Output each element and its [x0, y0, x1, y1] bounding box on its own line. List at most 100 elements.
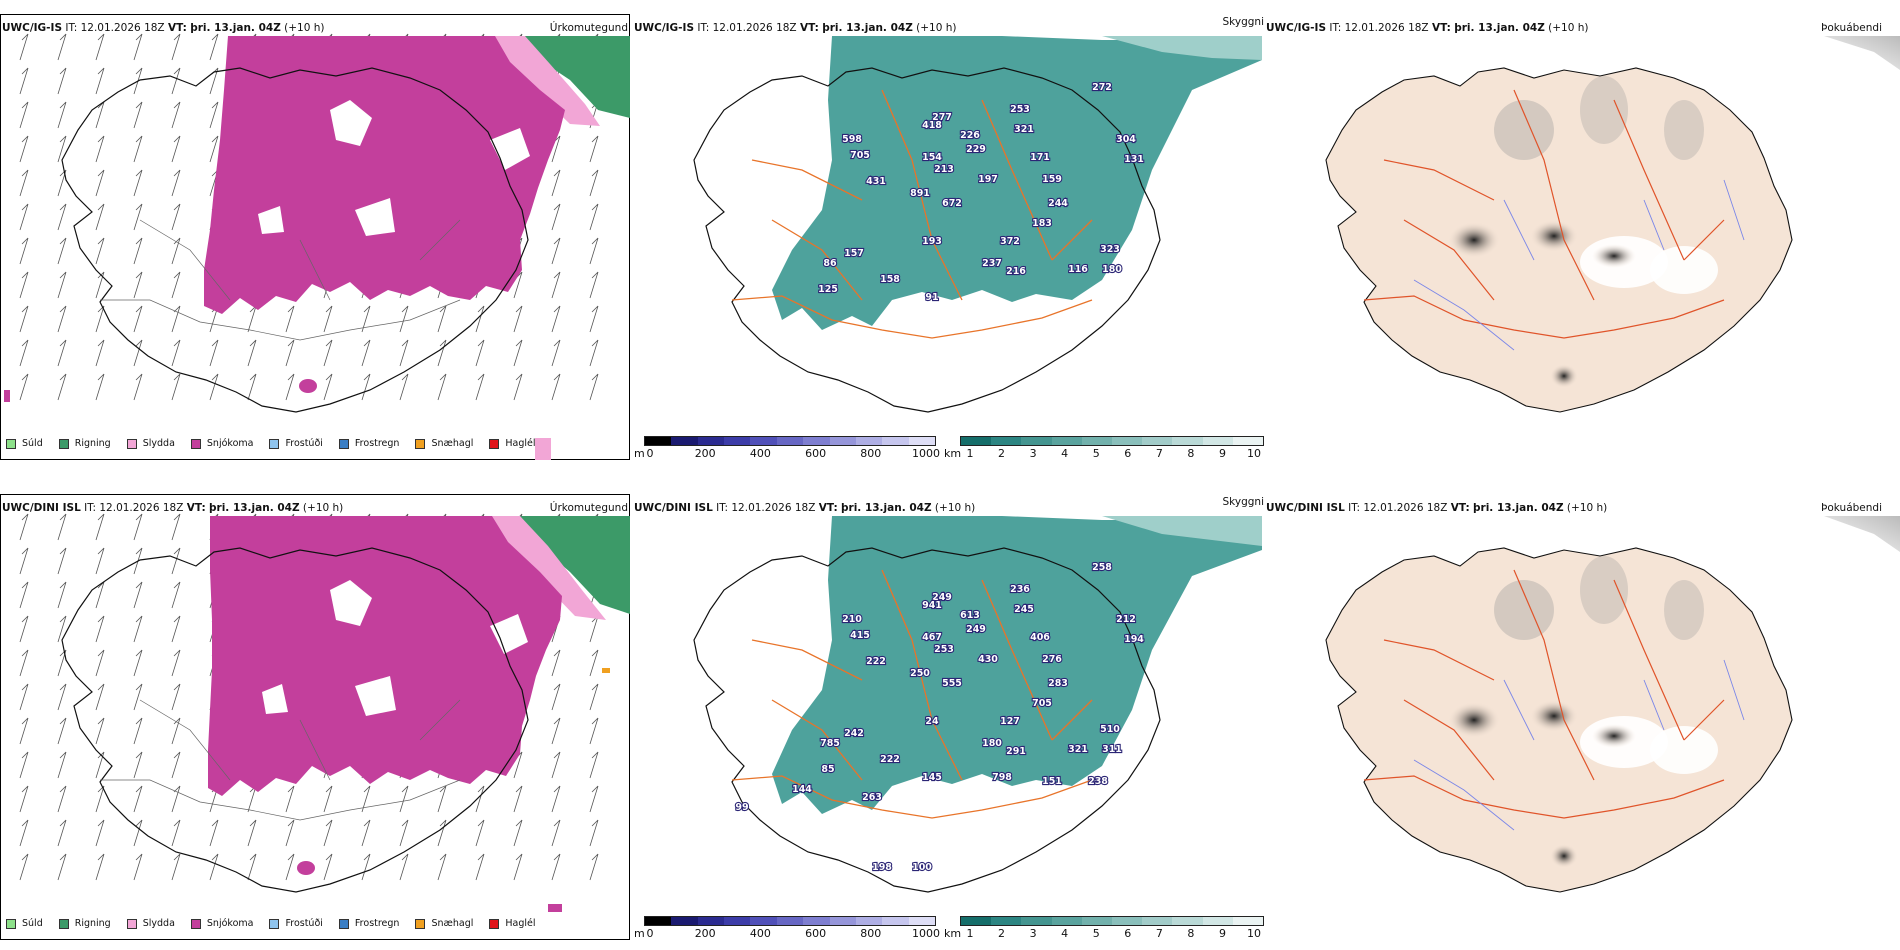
wind-barb: [19, 785, 29, 813]
elevation-label: 171: [1030, 152, 1050, 163]
precip-legend-item: Frostregn: [338, 438, 399, 449]
wind-barb: [19, 339, 29, 367]
colorbar-segment: [1051, 437, 1082, 445]
wind-barb: [171, 305, 181, 333]
wind-barb: [171, 67, 181, 95]
legend-label: Snæhagl: [431, 918, 474, 929]
rivers: [1413, 179, 1745, 351]
wind-barb: [57, 683, 67, 711]
wind-barb: [19, 717, 29, 745]
wind-barb: [323, 305, 333, 333]
wind-barb: [171, 271, 181, 299]
elevation-label: 555: [942, 678, 962, 689]
elevation-label: 194: [1124, 634, 1144, 645]
colorbar-segment: [855, 917, 883, 925]
elevation-label: 24: [925, 716, 939, 727]
wind-barb: [95, 785, 105, 813]
fog-patch: [1550, 844, 1578, 868]
wind-barb: [551, 751, 561, 779]
wind-barb: [19, 135, 29, 163]
legend-label: Frostúði: [285, 918, 323, 929]
colorbar-tick-label: 800: [860, 927, 882, 940]
panel-header: UWC/DINI ISL IT: 12.01.2026 18Z VT: þri.…: [2, 502, 343, 514]
elevation-label: 467: [922, 632, 942, 643]
wind-barb: [171, 33, 181, 61]
elevation-label: 222: [880, 754, 900, 765]
colorbar-segment: [671, 437, 698, 445]
precip-legend-item: Frostúði: [269, 918, 323, 929]
wind-barb: [133, 785, 143, 813]
precip-legend-item: Slydda: [126, 438, 175, 449]
it-value: 12.01.2026 18Z: [731, 502, 816, 514]
elevation-label: 144: [792, 784, 812, 795]
fog-haze: [1580, 556, 1628, 624]
elevation-label: 258: [1092, 562, 1112, 573]
wind-barb: [475, 785, 485, 813]
wind-barb: [551, 785, 561, 813]
elevation-label: 672: [942, 198, 962, 209]
precip-legend-item: Slydda: [126, 918, 175, 929]
visibility-bar: [960, 916, 1264, 926]
elevation-label: 183: [1032, 218, 1052, 229]
wind-barb: [95, 547, 105, 575]
wind-barb: [513, 373, 523, 401]
wind-barb: [57, 101, 67, 129]
colorbar-segment: [1172, 917, 1203, 925]
legend-swatch: [489, 918, 500, 929]
wind-barb: [247, 305, 257, 333]
roads: [731, 569, 1093, 819]
colorbar-segment: [1021, 437, 1052, 445]
wind-barb: [19, 169, 29, 197]
wind-barb: [171, 135, 181, 163]
wind-barb: [513, 819, 523, 847]
colorbar-segment: [1172, 437, 1203, 445]
fog-haze: [1494, 100, 1554, 160]
colorbar-tick-label: 400: [749, 927, 771, 940]
wind-barb: [19, 581, 29, 609]
wind-barb: [133, 101, 143, 129]
wind-barb: [551, 819, 561, 847]
colorbar-tick-label: 9: [1218, 447, 1226, 460]
elevation-label: 276: [1042, 654, 1062, 665]
panel-header: UWC/IG-IS IT: 12.01.2026 18Z VT: þri. 13…: [2, 22, 325, 34]
fog-patch: [1448, 222, 1500, 258]
wind-barb: [323, 373, 333, 401]
elevation-label: 145: [922, 772, 942, 783]
colorbar-segment: [645, 437, 672, 445]
wind-barb: [133, 683, 143, 711]
colorbar-segment: [961, 917, 992, 925]
wind-barb: [133, 853, 143, 881]
ice-pellet-speck: [602, 668, 610, 673]
roads: [731, 89, 1093, 339]
vt-value: þri. 13.jan. 04Z: [190, 22, 281, 34]
model-name: UWC/IG-IS: [2, 22, 63, 34]
visibility-bar: [960, 436, 1264, 446]
colorbar-tick-label: 1: [966, 447, 974, 460]
vt-value: þri. 13.jan. 04Z: [841, 502, 932, 514]
colorbar-segment: [1232, 917, 1264, 925]
legend-swatch: [126, 438, 137, 449]
wind-barb: [171, 819, 181, 847]
elevation-label: 85: [821, 764, 834, 775]
elevation-label: 431: [866, 176, 886, 187]
colorbar-segment: [803, 437, 830, 445]
it-value: 12.01.2026 18Z: [99, 502, 184, 514]
snow-gap: [262, 684, 288, 714]
elevation-label: 244: [1048, 198, 1068, 209]
wind-barb: [209, 33, 219, 61]
wind-barb: [57, 203, 67, 231]
colorbar-segment: [724, 917, 751, 925]
wind-barb: [19, 649, 29, 677]
colorbar-segment: [1081, 917, 1113, 925]
legend-swatch: [489, 438, 500, 449]
wind-barb: [437, 853, 447, 881]
precip-legend-item: Snæhagl: [415, 438, 473, 449]
elevation-label: 216: [1006, 266, 1026, 277]
elevation-label: 116: [1068, 264, 1088, 275]
legend-label: Rigning: [74, 438, 111, 449]
elevation-label: 125: [818, 284, 838, 295]
legend-label: Snæhagl: [431, 438, 474, 449]
wind-barb: [171, 751, 181, 779]
colorbar-tick-label: 2: [998, 927, 1006, 940]
